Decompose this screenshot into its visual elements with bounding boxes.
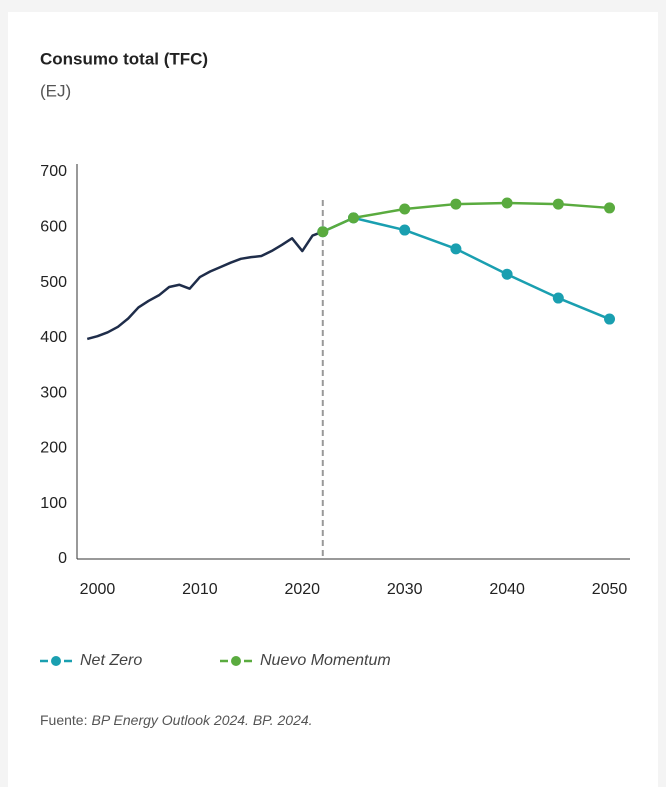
legend-marker — [51, 656, 61, 666]
legend-marker — [231, 656, 241, 666]
point — [501, 197, 513, 209]
point — [604, 202, 616, 214]
y-tick-label: 100 — [40, 495, 67, 512]
point — [552, 198, 564, 210]
point — [317, 226, 329, 238]
x-tick-label: 2000 — [80, 581, 116, 598]
point — [450, 243, 462, 255]
x-tick-label: 2030 — [387, 581, 423, 598]
source: Fuente: BP Energy Outlook 2024. BP. 2024. — [40, 712, 313, 728]
x-tick-label: 2040 — [489, 581, 525, 598]
y-tick-label: 300 — [40, 384, 67, 401]
x-tick-label: 2010 — [182, 581, 218, 598]
point — [399, 224, 411, 236]
point — [399, 203, 411, 215]
point — [348, 212, 359, 224]
chart-title: Consumo total (TFC) — [40, 49, 208, 68]
chart-subtitle: (EJ) — [40, 81, 71, 100]
y-tick-label: 700 — [40, 163, 67, 180]
y-tick-label: 500 — [40, 274, 67, 291]
card — [8, 12, 658, 787]
source-label: Fuente: — [40, 712, 87, 728]
history-line — [86, 230, 324, 341]
y-tick-label: 600 — [40, 219, 67, 236]
series-line — [322, 201, 610, 233]
x-tick-label: 2020 — [284, 581, 320, 598]
point — [450, 198, 462, 210]
legend-label: Nuevo Momentum — [260, 652, 391, 669]
y-tick-label: 200 — [40, 440, 67, 457]
point — [604, 313, 616, 325]
y-tick-label: 0 — [58, 550, 67, 567]
legend-label: Net Zero — [80, 652, 142, 669]
y-tick-label: 400 — [40, 329, 67, 346]
source-text: BP Energy Outlook 2024. BP. 2024. — [91, 712, 312, 728]
series-line — [322, 216, 610, 321]
point — [552, 292, 564, 304]
x-tick-label: 2050 — [592, 581, 628, 598]
point — [501, 268, 513, 280]
